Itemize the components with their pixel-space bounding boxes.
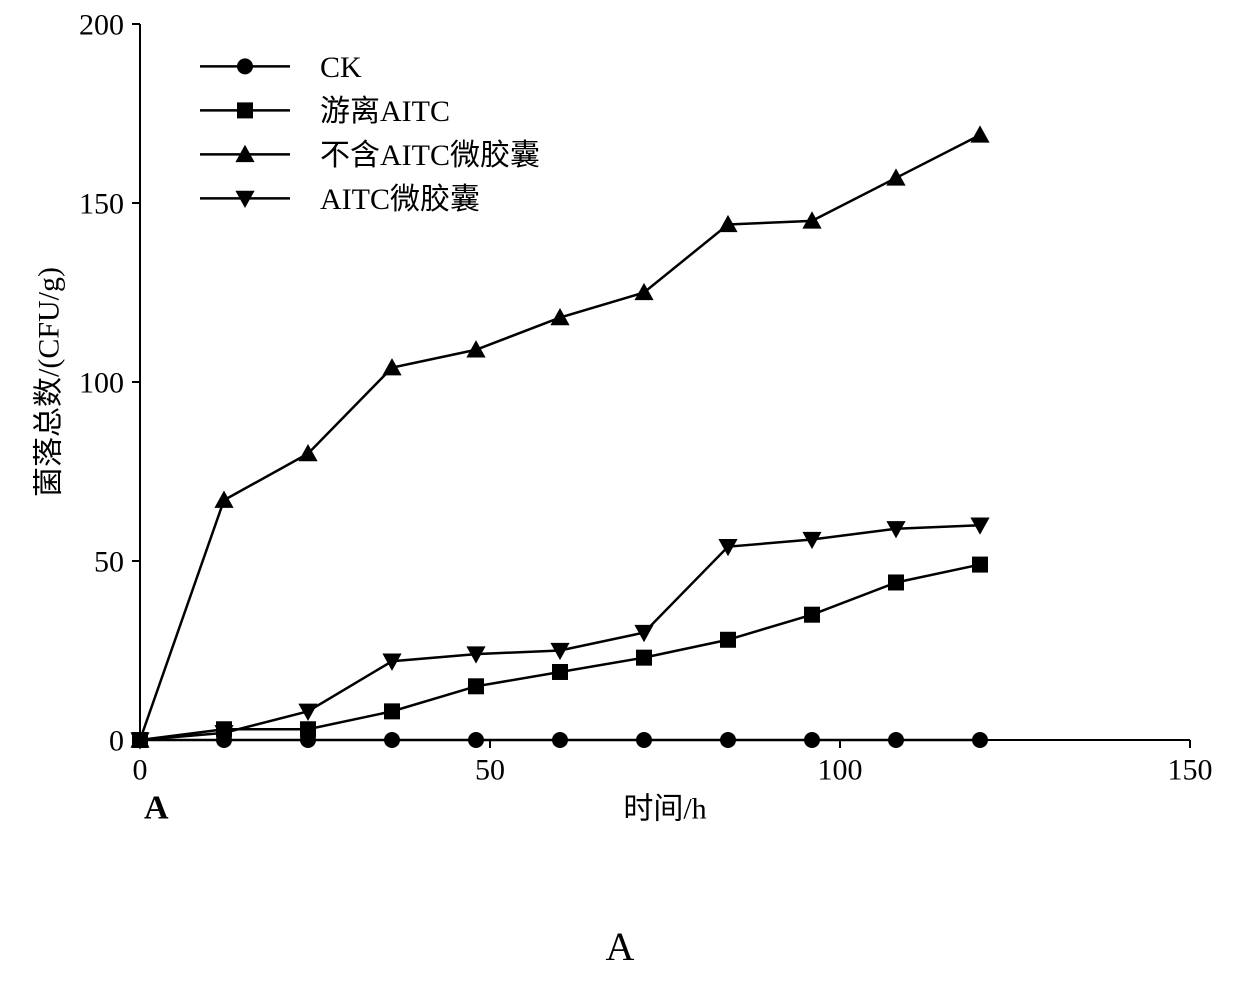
x-tick-label: 50 bbox=[475, 754, 505, 787]
chart-container: 0 50 100 150 0 50 100 150 200 时间/h 菌落总数/(CFU/g) CK 游… bbox=[0, 0, 1240, 986]
x-tick-label: 100 bbox=[818, 754, 863, 787]
series-3 bbox=[130, 518, 989, 750]
y-tick-label: 50 bbox=[94, 546, 124, 579]
y-axis-label: 菌落总数/(CFU/g) bbox=[33, 267, 66, 497]
line-chart: 0 50 100 150 0 50 100 150 200 时间/h 菌落总数/(CFU/g) CK 游… bbox=[0, 0, 1240, 986]
series-0 bbox=[132, 732, 988, 748]
corner-label: A bbox=[144, 790, 169, 827]
legend-label: CK bbox=[320, 51, 362, 84]
legend-label: AITC微胶囊 bbox=[320, 183, 480, 216]
panel-label: A bbox=[606, 924, 635, 969]
y-tick-label: 200 bbox=[79, 9, 124, 42]
series-line bbox=[140, 525, 980, 740]
legend-label: 游离AITC bbox=[320, 95, 450, 128]
x-axis-label: 时间/h bbox=[623, 793, 706, 826]
x-tick-label: 150 bbox=[1168, 754, 1213, 787]
x-tick-label: 0 bbox=[133, 754, 148, 787]
y-tick-label: 100 bbox=[79, 367, 124, 400]
y-tick-label: 0 bbox=[109, 725, 124, 758]
legend-label: 不含AITC微胶囊 bbox=[320, 139, 540, 172]
y-tick-label: 150 bbox=[79, 188, 124, 221]
legend: CK 游离AITC 不含AITC微胶囊 AITC微胶囊 bbox=[200, 51, 540, 216]
